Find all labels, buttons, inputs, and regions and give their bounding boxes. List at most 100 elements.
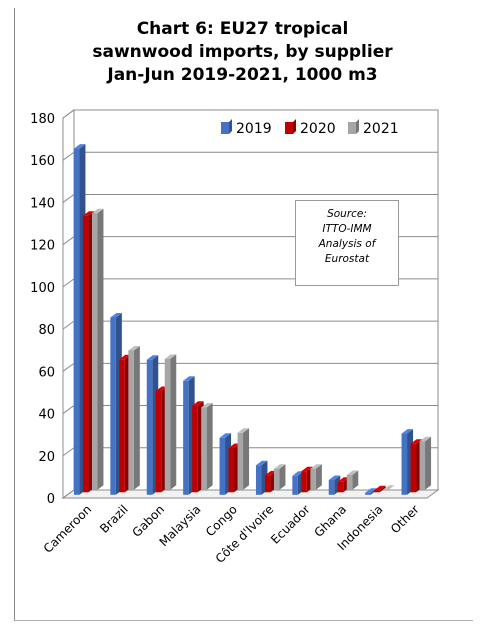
bar-2021-indonesia — [383, 485, 395, 491]
bar-top — [201, 402, 213, 408]
x-category-label: Ecuador — [268, 502, 313, 547]
bar-front — [82, 215, 89, 493]
bar-front — [310, 468, 316, 490]
bar-top — [192, 401, 204, 406]
source-annotation: Source: ITTO-IMM Analysis of Eurostat — [295, 200, 399, 286]
legend-item-2021: 2021 — [348, 119, 399, 137]
bar-2021-ghana — [346, 470, 359, 490]
bar-front — [337, 481, 344, 493]
bar-side — [315, 464, 322, 490]
bar-front — [383, 489, 389, 491]
y-tick-label: 80 — [38, 323, 55, 338]
y-tick-label: 0 — [47, 492, 55, 507]
y-axis-ticks: 0 20 40 60 80 100 120 140 160 180 — [30, 112, 55, 507]
y-tick-label: 140 — [30, 196, 55, 211]
bar-front — [292, 475, 298, 495]
side-wall — [62, 109, 75, 499]
chart-title-line-1: Chart 6: EU27 tropical — [136, 19, 349, 39]
bar-front — [401, 433, 408, 495]
bar-front — [228, 447, 235, 493]
source-line-1: Source: — [327, 208, 367, 220]
chart-bars — [73, 144, 432, 495]
bar-side — [97, 208, 104, 490]
bar-front — [201, 407, 207, 490]
source-line-4: Eurostat — [324, 253, 370, 265]
y-tick-label: 40 — [38, 408, 55, 423]
bar-2021-ecuador — [310, 464, 322, 490]
bar-front — [73, 148, 80, 495]
bar-front — [119, 359, 125, 493]
bar-top — [255, 460, 268, 466]
bar-2021-congo — [237, 428, 250, 490]
bar-top — [273, 464, 286, 469]
chart-title-line-2: sawnwood imports, by supplier — [92, 42, 393, 62]
bar-front — [264, 475, 271, 493]
legend-item-2019: 2019 — [221, 119, 272, 137]
bar-front — [419, 441, 426, 490]
gridline-180 — [62, 109, 438, 119]
bar-side — [352, 470, 359, 490]
bar-front — [328, 480, 335, 495]
bar-top — [237, 428, 250, 433]
x-category-label: Cameroon — [41, 502, 95, 556]
bar-top — [228, 443, 241, 448]
bar-front — [91, 213, 98, 490]
bar-top — [346, 470, 359, 476]
bar-top — [337, 477, 350, 482]
bar-top — [301, 466, 313, 472]
y-tick-label: 20 — [38, 450, 55, 465]
bar-top — [110, 312, 122, 318]
bar-top — [164, 354, 177, 359]
bar-top — [401, 429, 414, 434]
legend-label: 2019 — [236, 121, 272, 137]
bar-top — [410, 439, 423, 444]
bar-top — [119, 354, 131, 360]
bar-front — [219, 437, 226, 495]
chart-title: Chart 6: EU27 tropical sawnwood imports,… — [0, 18, 485, 87]
bar-side — [170, 354, 177, 490]
y-tick-label: 120 — [30, 239, 55, 254]
bar-top — [219, 433, 232, 438]
legend-swatch-side — [356, 119, 359, 134]
legend-swatch — [348, 122, 356, 134]
bar-side — [133, 345, 140, 490]
bar-front — [192, 405, 198, 493]
bar-top — [374, 485, 386, 491]
bar-2021-cameroon — [91, 208, 104, 490]
legend-swatch-side — [293, 119, 296, 134]
x-category-label: Other — [388, 502, 422, 536]
bar-top — [383, 485, 395, 490]
y-tick-label: 100 — [30, 281, 55, 296]
y-tick-label: 160 — [30, 154, 55, 169]
legend-swatch-side — [229, 119, 232, 134]
bar-top — [73, 144, 86, 149]
bar-top — [91, 208, 104, 214]
y-tick-label: 60 — [38, 365, 55, 380]
bar-front — [164, 358, 171, 490]
bar-top — [365, 488, 377, 493]
bar-front — [255, 465, 262, 495]
bar-2021-brazil — [128, 345, 140, 490]
x-category-label: Brazil — [97, 502, 131, 536]
chart-frame — [14, 8, 473, 621]
bar-top — [128, 345, 140, 351]
bar-front — [128, 350, 134, 490]
bar-front — [374, 490, 380, 493]
bar-side — [425, 436, 432, 490]
source-line-2: ITTO-IMM — [322, 223, 372, 235]
source-line-3: Analysis of — [318, 238, 376, 250]
bar-side — [206, 402, 213, 490]
bar-2021-malaysia — [201, 402, 213, 490]
bar-front — [273, 468, 280, 490]
bar-top — [310, 464, 322, 469]
bar-front — [183, 380, 189, 495]
bar-top — [155, 386, 168, 391]
bar-front — [155, 390, 162, 493]
bar-2021-c-te-d-ivoire — [273, 464, 286, 490]
bar-side — [243, 428, 250, 490]
bar-top — [82, 211, 95, 216]
bar-side — [279, 464, 286, 490]
bar-front — [237, 432, 244, 490]
bar-top — [419, 436, 432, 442]
legend-label: 2020 — [300, 121, 336, 137]
